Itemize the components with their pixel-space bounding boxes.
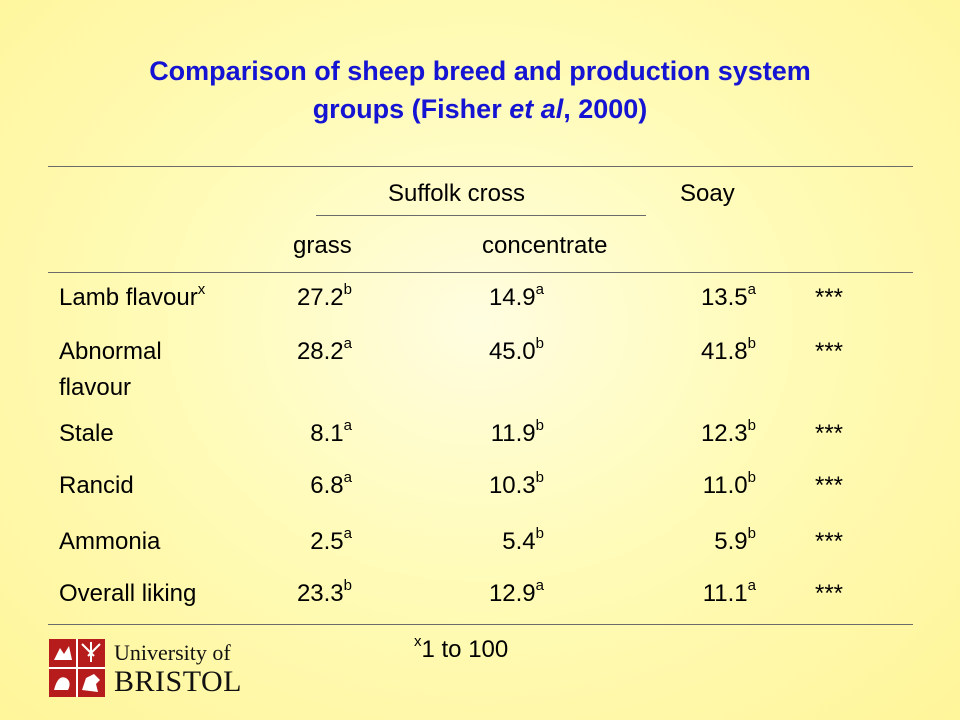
value: 23.3 <box>296 580 344 607</box>
row-label-line-1: Abnormal <box>59 338 162 365</box>
value-sup: b <box>343 577 352 594</box>
value-sup: b <box>747 469 756 486</box>
value: 11.9 <box>490 420 536 447</box>
value-sup: a <box>343 417 352 434</box>
value-sup: b <box>343 281 352 298</box>
header-suffolk-cross: Suffolk cross <box>388 180 525 207</box>
table-bottom-rule <box>48 624 913 625</box>
row-label: Overall liking <box>59 576 196 612</box>
value: 10.3 <box>488 472 536 499</box>
value-sup: b <box>535 335 544 352</box>
logo-line-2: BRISTOL <box>114 665 242 698</box>
concentrate-value: 5.4b <box>440 524 544 560</box>
value: 11.0 <box>702 472 748 499</box>
suffolk-group-rule <box>316 215 646 216</box>
value: 27.2 <box>296 284 344 311</box>
grass-value: 2.5a <box>250 524 352 560</box>
value: 11.1 <box>702 580 748 607</box>
row-label: Rancid <box>59 468 134 504</box>
value: 2.5 <box>310 528 344 555</box>
header-bottom-rule <box>48 272 913 273</box>
title-line-2-start: groups (Fisher <box>312 94 510 124</box>
footnote-sup: x <box>414 633 422 650</box>
row-label-text: Ammonia <box>59 528 161 555</box>
value-sup: b <box>747 335 756 352</box>
value-sup: a <box>535 577 544 594</box>
value: 13.5 <box>700 284 748 311</box>
value: 5.4 <box>502 528 536 555</box>
value: 28.2 <box>296 338 344 365</box>
slide-title: Comparison of sheep breed and production… <box>0 52 960 128</box>
grass-value: 27.2b <box>250 280 352 316</box>
significance: *** <box>815 472 844 499</box>
value: 12.9 <box>488 580 536 607</box>
soay-value: 11.1a <box>650 576 756 612</box>
significance: *** <box>815 338 844 365</box>
row-label-text: Rancid <box>59 472 134 499</box>
concentrate-value: 45.0b <box>440 334 544 370</box>
value-sup: a <box>343 525 352 542</box>
value: 6.8 <box>310 472 344 499</box>
grass-value: 23.3b <box>250 576 352 612</box>
value: 41.8 <box>700 338 748 365</box>
concentrate-value: 10.3b <box>440 468 544 504</box>
header-grass: grass <box>293 232 352 259</box>
value: 5.9 <box>714 528 748 555</box>
title-line-2: groups (Fisher et al, 2000) <box>0 90 960 128</box>
value-sup: b <box>747 525 756 542</box>
row-label-line-2: flavour <box>59 374 132 401</box>
soay-value: 11.0b <box>650 468 756 504</box>
concentrate-value: 11.9b <box>440 416 544 452</box>
grass-value: 6.8a <box>250 468 352 504</box>
row-label: Stale <box>59 416 114 452</box>
value-sup: b <box>747 417 756 434</box>
footnote: x1 to 100 <box>414 632 508 668</box>
bristol-shield-icon <box>49 639 105 697</box>
header-soay: Soay <box>680 180 735 207</box>
row-label-text: Stale <box>59 420 114 447</box>
row-label-text: Lamb flavour <box>59 284 198 311</box>
row-label-text: Overall liking <box>59 580 197 607</box>
value: 14.9 <box>488 284 536 311</box>
concentrate-value: 14.9a <box>440 280 544 316</box>
title-et-al: et al <box>509 94 564 124</box>
significance: *** <box>815 528 844 555</box>
significance: *** <box>815 284 844 311</box>
value-sup: b <box>535 417 544 434</box>
soay-value: 5.9b <box>650 524 756 560</box>
grass-value: 8.1a <box>250 416 352 452</box>
value-sup: a <box>535 281 544 298</box>
value-sup: b <box>535 469 544 486</box>
significance: *** <box>815 420 844 447</box>
value-sup: a <box>747 281 756 298</box>
logo-line-1: University of <box>114 640 231 665</box>
significance: *** <box>815 580 844 607</box>
soay-value: 12.3b <box>650 416 756 452</box>
table-top-rule <box>48 166 913 167</box>
grass-value: 28.2a <box>250 334 352 370</box>
concentrate-value: 12.9a <box>440 576 544 612</box>
value-sup: a <box>343 335 352 352</box>
soay-value: 41.8b <box>650 334 756 370</box>
value-sup: b <box>535 525 544 542</box>
row-label-sup: x <box>197 281 206 298</box>
value: 12.3 <box>700 420 748 447</box>
value: 45.0 <box>488 338 536 365</box>
value: 8.1 <box>310 420 344 447</box>
title-line-2-end: , 2000) <box>563 94 648 124</box>
footnote-text: 1 to 100 <box>421 636 509 663</box>
soay-value: 13.5a <box>650 280 756 316</box>
title-line-1: Comparison of sheep breed and production… <box>149 56 811 86</box>
row-label: Lamb flavourx <box>59 280 205 316</box>
university-of-bristol-logo: University of BRISTOL <box>48 638 244 698</box>
header-concentrate: concentrate <box>482 232 608 259</box>
row-label: Ammonia <box>59 524 160 560</box>
value-sup: a <box>747 577 756 594</box>
row-label: Abnormal flavour <box>59 334 162 406</box>
value-sup: a <box>343 469 352 486</box>
